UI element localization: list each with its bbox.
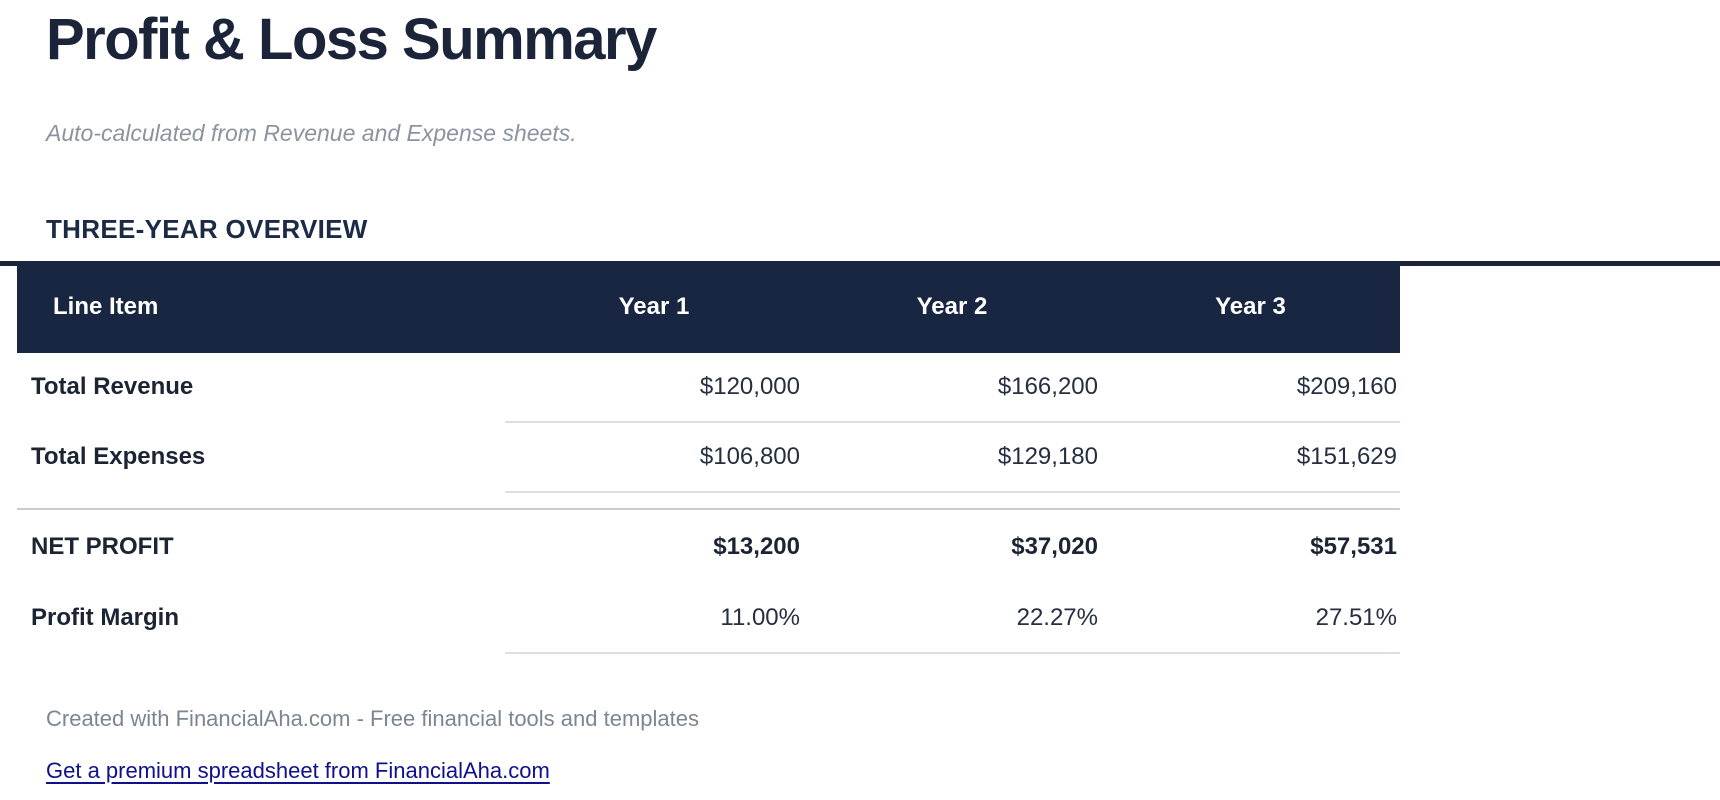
row-value: 22.27% bbox=[803, 583, 1101, 654]
row-value: $209,160 bbox=[1101, 352, 1400, 423]
section-heading-three-year-overview: THREE-YEAR OVERVIEW bbox=[46, 213, 368, 244]
row-label: NET PROFIT bbox=[17, 508, 505, 584]
row-value: $13,200 bbox=[505, 508, 803, 584]
row-value: $120,000 bbox=[505, 352, 803, 423]
page-title: Profit & Loss Summary bbox=[46, 7, 657, 72]
column-header-year-1: Year 1 bbox=[505, 260, 803, 353]
section-divider-line bbox=[17, 491, 1400, 510]
row-value: $37,020 bbox=[803, 508, 1101, 584]
row-value: $166,200 bbox=[803, 352, 1101, 423]
premium-spreadsheet-link[interactable]: Get a premium spreadsheet from Financial… bbox=[46, 757, 550, 783]
row-label: Total Expenses bbox=[17, 421, 505, 492]
column-header-year-3: Year 3 bbox=[1101, 260, 1400, 353]
column-header-year-2: Year 2 bbox=[803, 260, 1101, 353]
row-value: 11.00% bbox=[505, 583, 803, 654]
overview-table-zone: Line Item Year 1 Year 2 Year 3 Total Rev… bbox=[0, 260, 1720, 654]
three-year-overview-table: Line Item Year 1 Year 2 Year 3 Total Rev… bbox=[17, 260, 1400, 654]
row-label: Profit Margin bbox=[17, 583, 505, 653]
column-header-line-item: Line Item bbox=[17, 260, 505, 353]
table-row: NET PROFIT $13,200 $37,020 $57,531 bbox=[17, 508, 1400, 584]
row-value: $129,180 bbox=[803, 421, 1101, 493]
table-row: Total Revenue $120,000 $166,200 $209,160 bbox=[17, 352, 1400, 423]
footer-credit-text: Created with FinancialAha.com - Free fin… bbox=[46, 705, 699, 731]
table-header-row: Line Item Year 1 Year 2 Year 3 bbox=[17, 260, 1400, 353]
row-value: $57,531 bbox=[1101, 508, 1400, 584]
section-divider-row bbox=[17, 491, 1400, 510]
page-subtitle: Auto-calculated from Revenue and Expense… bbox=[46, 119, 577, 146]
row-value: 27.51% bbox=[1101, 583, 1400, 654]
table-row: Profit Margin 11.00% 22.27% 27.51% bbox=[17, 583, 1400, 654]
table-row: Total Expenses $106,800 $129,180 $151,629 bbox=[17, 421, 1400, 493]
row-value: $106,800 bbox=[505, 421, 803, 493]
row-label: Total Revenue bbox=[17, 352, 505, 422]
row-value: $151,629 bbox=[1101, 421, 1400, 493]
